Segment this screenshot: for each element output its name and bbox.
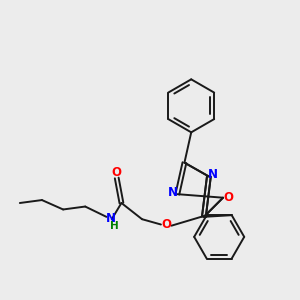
Text: N: N	[168, 186, 178, 199]
Text: N: N	[106, 212, 116, 225]
Text: O: O	[111, 166, 121, 178]
Text: O: O	[161, 218, 171, 231]
Text: H: H	[110, 221, 118, 231]
Text: O: O	[223, 191, 233, 204]
Text: N: N	[208, 168, 218, 181]
